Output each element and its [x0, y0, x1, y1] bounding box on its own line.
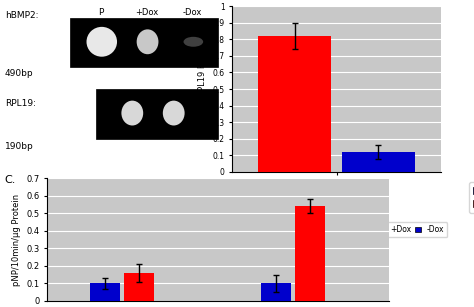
- Ellipse shape: [121, 101, 143, 126]
- Text: RPL19:: RPL19:: [5, 99, 36, 108]
- Bar: [342, 152, 415, 172]
- X-axis label: Days: Days: [324, 195, 349, 205]
- Text: 490bp: 490bp: [5, 69, 33, 78]
- Bar: [70, 18, 219, 68]
- Ellipse shape: [137, 29, 158, 54]
- Text: +Dox: +Dox: [135, 8, 158, 17]
- Text: 190bp: 190bp: [5, 142, 34, 151]
- Legend: -Dox, +Dox: -Dox, +Dox: [469, 182, 474, 213]
- Bar: [96, 89, 219, 139]
- Bar: [90, 283, 120, 301]
- Y-axis label: rhBMP2/RPL19 Ratio: rhBMP2/RPL19 Ratio: [198, 46, 207, 132]
- Ellipse shape: [163, 101, 185, 126]
- Text: P: P: [98, 8, 103, 17]
- Y-axis label: pNP/10min/μg Protein: pNP/10min/μg Protein: [12, 193, 21, 286]
- Text: -Dox: -Dox: [182, 8, 202, 17]
- Bar: [295, 206, 325, 301]
- Bar: [124, 273, 154, 301]
- Text: hBMP2:: hBMP2:: [5, 11, 38, 20]
- Ellipse shape: [183, 37, 203, 47]
- Legend: +Dox, -Dox: +Dox, -Dox: [374, 222, 447, 237]
- Bar: [261, 283, 291, 301]
- Bar: [258, 36, 331, 172]
- Text: C.: C.: [5, 175, 16, 185]
- Ellipse shape: [86, 27, 117, 57]
